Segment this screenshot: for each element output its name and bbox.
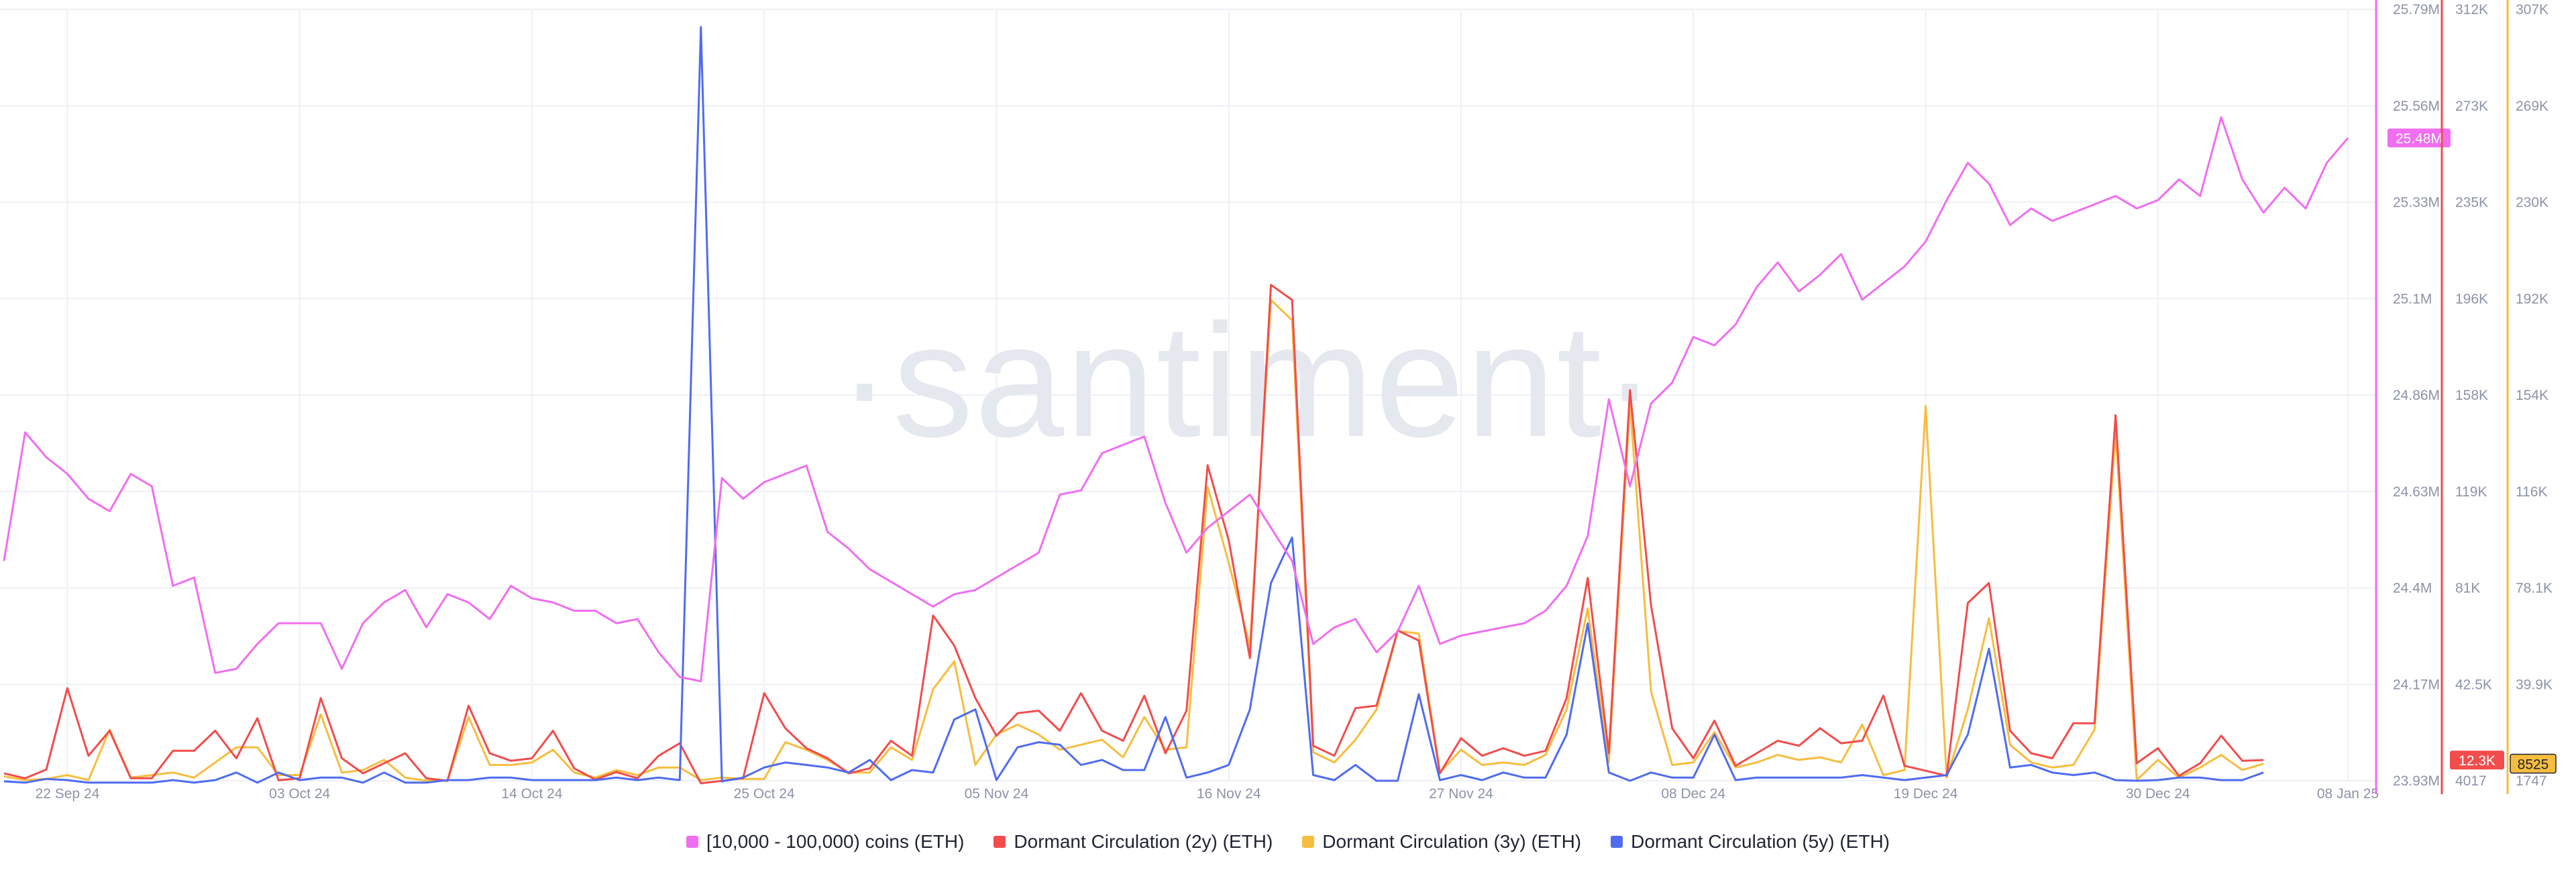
current-value-label-dormant3y: 8525 (2518, 757, 2549, 772)
current-value-label-coins: 25.48M (2396, 131, 2443, 147)
x-tick-label: 19 Dec 24 (1894, 786, 1958, 802)
series-line-1 (3, 284, 2264, 785)
y-tick-label-dormant2y: 196K (2455, 291, 2488, 307)
santiment-watermark: ·santiment· (838, 290, 1658, 470)
legend-swatch (1611, 836, 1623, 848)
y-tick-label-coins: 23.93M (2393, 773, 2440, 789)
y-tick-label-dormant3y: 307K (2516, 2, 2548, 17)
series-layer (3, 25, 2349, 785)
y-tick-label-dormant3y: 192K (2516, 291, 2548, 307)
y-tick-label-dormant3y: 269K (2516, 99, 2548, 114)
y-tick-label-coins: 25.1M (2393, 291, 2432, 307)
y-tick-label-dormant2y: 312K (2455, 2, 2488, 17)
y-tick-label-dormant3y: 154K (2516, 388, 2548, 403)
legend-label: Dormant Circulation (2y) (ETH) (1014, 831, 1273, 852)
chart-legend: [10,000 - 100,000) coins (ETH) Dormant Ci… (0, 825, 2576, 859)
y-tick-label-dormant3y: 39.9K (2516, 677, 2553, 692)
x-tick-label: 08 Dec 24 (1661, 786, 1725, 802)
y-tick-label-dormant2y: 81K (2455, 581, 2480, 596)
y-tick-label-dormant2y: 119K (2455, 484, 2487, 500)
x-tick-label: 08 Jan 25 (2317, 786, 2379, 802)
current-value-badge-dormant3y (2510, 753, 2557, 774)
legend-label: [10,000 - 100,000) coins (ETH) (706, 831, 965, 852)
legend-label: Dormant Circulation (3y) (ETH) (1322, 831, 1582, 852)
legend-swatch (1302, 836, 1315, 848)
current-value-label-dormant2y: 12.3K (2459, 753, 2496, 769)
y-tick-label-dormant3y: 1747 (2516, 773, 2547, 789)
x-tick-label: 03 Oct 24 (269, 786, 330, 802)
legend-item[interactable]: Dormant Circulation (5y) (ETH) (1611, 831, 1890, 853)
current-value-badge-coins (2387, 128, 2451, 148)
legend-item[interactable]: Dormant Circulation (2y) (ETH) (994, 831, 1273, 853)
series-line-2 (3, 298, 2264, 782)
x-tick-label: 30 Dec 24 (2126, 786, 2190, 802)
y-tick-label-dormant2y: 42.5K (2455, 677, 2492, 692)
series-line-0 (3, 116, 2349, 683)
y-tick-label-dormant2y: 4017 (2455, 773, 2487, 789)
gridlines (0, 9, 2375, 781)
y-tick-label-coins: 24.17M (2393, 677, 2440, 692)
y-tick-label-dormant2y: 235K (2455, 195, 2488, 211)
x-tick-label: 27 Nov 24 (1429, 786, 1493, 802)
chart-canvas: ·santiment· 22 Sep 24 03 Oct 24 14 Oct 24 2… (0, 0, 2557, 802)
y-tick-label-dormant2y: 273K (2455, 99, 2488, 114)
current-value-badge-dormant2y (2450, 751, 2504, 770)
x-tick-label: 25 Oct 24 (734, 786, 795, 802)
y-tick-label-coins: 25.33M (2393, 195, 2440, 211)
y-tick-label-dormant3y: 116K (2516, 484, 2548, 500)
x-tick-label: 16 Nov 24 (1197, 786, 1261, 802)
y-tick-label-dormant3y: 78.1K (2516, 581, 2553, 596)
series-line-3 (3, 25, 2264, 784)
legend-swatch (994, 836, 1006, 848)
legend-item[interactable]: [10,000 - 100,000) coins (ETH) (686, 831, 964, 853)
y-tick-label-dormant2y: 158K (2455, 388, 2488, 403)
x-tick-label: 22 Sep 24 (36, 786, 100, 802)
y-tick-label-coins: 24.63M (2393, 484, 2440, 500)
y-tick-label-coins: 24.86M (2393, 388, 2440, 403)
legend-label: Dormant Circulation (5y) (ETH) (1631, 831, 1890, 852)
x-tick-label: 05 Nov 24 (965, 786, 1029, 802)
x-axis: 22 Sep 24 03 Oct 24 14 Oct 24 25 Oct 24 05 N… (36, 786, 2379, 802)
y-tick-label-coins: 24.4M (2393, 581, 2432, 596)
y-tick-label-coins: 25.79M (2393, 2, 2440, 17)
x-tick-label: 14 Oct 24 (501, 786, 562, 802)
y-axes: 25.79M 25.56M 25.33M 25.1M 24.86M 24.63M 24.4M… (2375, 0, 2557, 794)
y-tick-label-dormant3y: 230K (2516, 195, 2548, 211)
legend-swatch (686, 836, 698, 848)
y-tick-label-coins: 25.56M (2393, 99, 2440, 114)
legend-item[interactable]: Dormant Circulation (3y) (ETH) (1302, 831, 1581, 853)
